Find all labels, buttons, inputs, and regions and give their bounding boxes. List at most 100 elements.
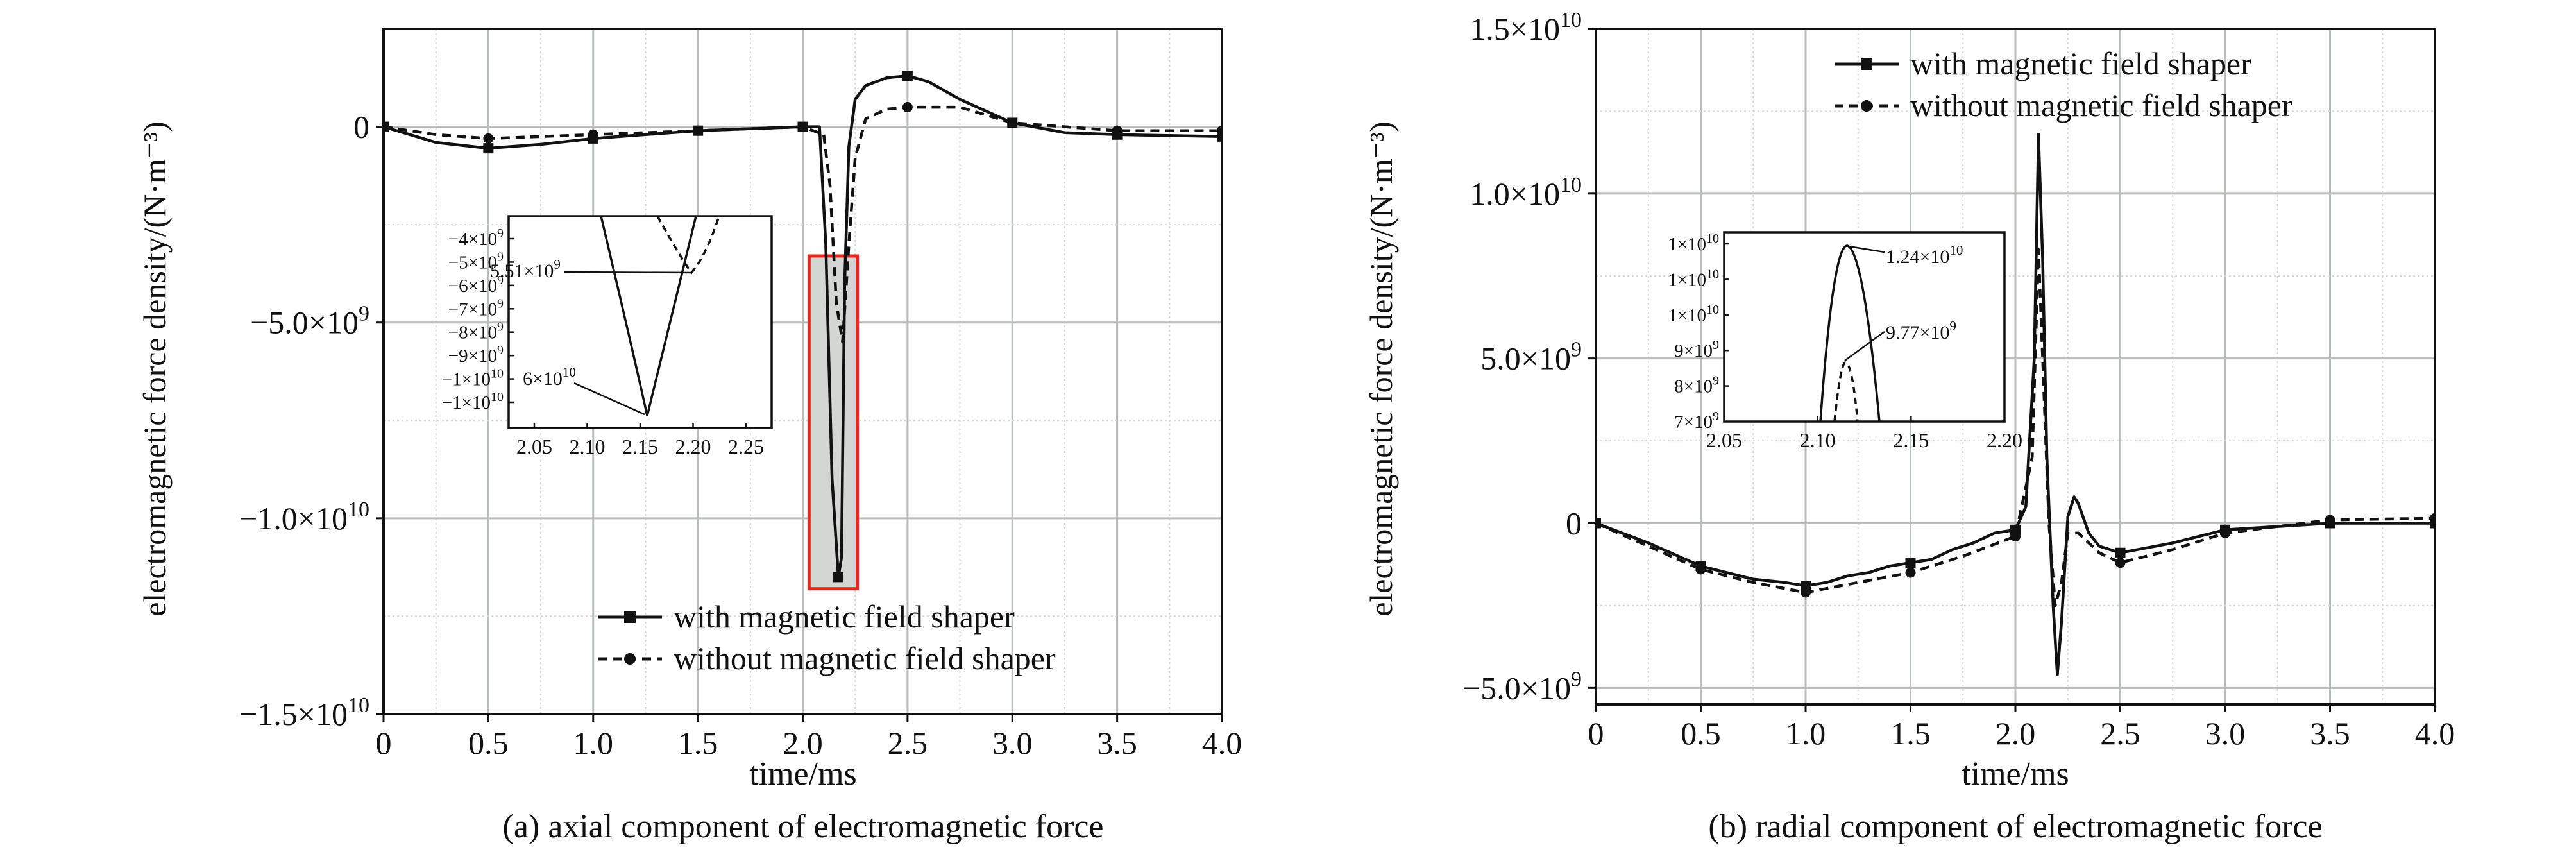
data-point-circle (588, 129, 598, 140)
x-tick-label: 3.0 (992, 725, 1033, 761)
data-point-circle (1112, 125, 1123, 136)
data-point-circle (2010, 531, 2021, 542)
inset-y-tick-label: 8×109 (1674, 374, 1719, 397)
legend-entry-with-shaper: with magnetic field shaper (598, 599, 1015, 635)
legend-entry-with-shaper: with magnetic field shaper (1835, 46, 2251, 81)
inset-y-tick-label: 9×109 (1674, 338, 1719, 361)
data-point-square (902, 71, 913, 81)
inset-y-tick-label: −7×109 (448, 296, 504, 320)
series-with-shaper-line (384, 74, 1222, 579)
y-tick-label: 1.5×1010 (1470, 8, 1582, 47)
data-point-circle (2220, 527, 2230, 538)
legend-entry-without-shaper: without magnetic field shaper (1835, 87, 2292, 123)
x-tick-label: 1.5 (678, 725, 718, 761)
svg-text:9.77×109: 9.77×109 (1886, 318, 1956, 343)
panel-b-ticks: 0 0.5 1.0 1.5 2.0 2.5 3.0 3.5 4.0 1.5×1010 1.0×101… (1462, 8, 2455, 751)
inset-y-tick-label: 1×1010 (1668, 267, 1719, 290)
series-with-shaper-line (1596, 133, 2435, 677)
inset-b-without-shaper-curve (1833, 361, 1859, 422)
inset-a-ticks: 2.05 2.10 2.15 2.20 2.25 −4×109−5×109−6×109−7… (442, 226, 764, 458)
inset-x-tick-label: 2.05 (516, 435, 552, 458)
x-tick-label: 1.0 (573, 725, 614, 761)
x-tick-label: 1.0 (1786, 715, 1826, 751)
legend-label: without magnetic field shaper (674, 640, 1056, 676)
x-tick-label: 0.5 (468, 725, 509, 761)
x-tick-label: 0 (1588, 715, 1604, 751)
y-tick-label: 1.0×1010 (1470, 173, 1582, 212)
data-point-circle (2115, 558, 2126, 568)
data-point-circle (483, 133, 494, 144)
inset-b-ticks: 2.05 2.10 2.15 2.20 1×1010 1×1010 1×1010 9×109 8… (1668, 232, 2022, 452)
inset-y-tick-label: −9×109 (448, 343, 504, 366)
inset-x-tick-label: 2.15 (1893, 429, 1929, 452)
panel-b: 0 0.5 1.0 1.5 2.0 2.5 3.0 3.5 4.0 1.5×1010 1.0×101… (1363, 8, 2455, 845)
panel-b-x-axis-label: time/ms (1962, 756, 2069, 792)
data-point-circle (902, 102, 913, 113)
inset-y-tick-label: −6×109 (448, 273, 504, 296)
data-point-square (2430, 518, 2435, 529)
inset-x-tick-label: 2.20 (1987, 429, 2022, 452)
svg-text:5.51×109: 5.51×109 (490, 257, 561, 282)
legend-label: with magnetic field shaper (1910, 46, 2251, 81)
panel-b-grid (1595, 28, 2436, 704)
inset-y-tick-label: −1×1010 (442, 367, 504, 390)
inset-a-with-shaper-curve (600, 216, 697, 416)
inset-y-tick-label: 7×109 (1674, 409, 1719, 432)
panel-a-highlight-box (807, 254, 859, 591)
x-tick-label: 2.0 (1996, 715, 2036, 751)
legend-entry-without-shaper: without magnetic field shaper (598, 640, 1056, 676)
x-tick-label: 2.5 (2100, 715, 2140, 751)
panel-a-caption: (a) axial component of electromagnetic f… (503, 808, 1104, 845)
data-point-square (483, 143, 494, 154)
y-tick-label: −1.5×1010 (239, 694, 369, 732)
panel-b-legend: with magnetic field shaper without magne… (1835, 46, 2292, 123)
legend-label: without magnetic field shaper (1910, 87, 2292, 123)
inset-b-annotation-2: 9.77×109 (1844, 318, 1956, 362)
inset-b-annotation-1: 1.24×1010 (1848, 243, 1963, 268)
panel-b-caption: (b) radial component of electromagnetic … (1708, 808, 2322, 845)
y-tick-label: 5.0×109 (1480, 338, 1582, 377)
data-point-circle (2325, 515, 2335, 525)
inset-b-with-shaper-curve (1819, 244, 1881, 422)
panel-a-y-axis-label: electromagnetic force density/(N·m⁻³) (137, 121, 173, 617)
inset-y-tick-label: −4×109 (448, 226, 504, 250)
data-point-square (2115, 547, 2126, 558)
x-tick-label: 2.0 (783, 725, 823, 761)
x-tick-label: 0.5 (1681, 715, 1721, 751)
y-tick-label: −5.0×109 (1462, 667, 1582, 706)
panel-a-legend: with magnetic field shaper without magne… (598, 599, 1056, 676)
panel-a-x-axis-label: time/ms (749, 756, 857, 792)
data-point-circle (1801, 587, 1811, 598)
x-tick-label: 4.0 (2415, 715, 2455, 751)
inset-y-tick-label: 1×1010 (1668, 303, 1719, 326)
data-point-circle (1905, 567, 1916, 578)
inset-x-tick-label: 2.15 (622, 435, 658, 458)
inset-x-tick-label: 2.10 (1800, 429, 1836, 452)
data-point-circle (1695, 564, 1706, 575)
svg-text:1.24×1010: 1.24×1010 (1886, 243, 1963, 268)
inset-x-tick-label: 2.20 (675, 435, 711, 458)
legend-label: with magnetic field shaper (674, 599, 1015, 635)
inset-y-tick-label: −8×109 (448, 320, 504, 343)
y-tick-label: −1.0×1010 (239, 498, 369, 536)
inset-x-tick-label: 2.05 (1706, 429, 1742, 452)
x-tick-label: 1.5 (1890, 715, 1931, 751)
x-tick-label: 2.5 (888, 725, 928, 761)
y-tick-label: −5.0×109 (250, 302, 369, 341)
panel-b-inset: 2.05 2.10 2.15 2.20 1×1010 1×1010 1×1010 9×109 8… (1668, 231, 2022, 452)
panel-a-series (384, 71, 1222, 583)
data-point-circle (797, 121, 808, 132)
data-point-square (1217, 131, 1222, 142)
data-point-square (833, 572, 844, 583)
x-tick-label: 3.5 (1097, 725, 1137, 761)
svg-text:6×1010: 6×1010 (523, 364, 576, 389)
inset-x-tick-label: 2.25 (728, 435, 764, 458)
x-tick-label: 3.5 (2310, 715, 2350, 751)
x-tick-label: 3.0 (2205, 715, 2246, 751)
inset-y-tick-label: −1×1010 (442, 390, 504, 413)
panel-a-ticks: 0 0.5 1.0 1.5 2.0 2.5 3.0 3.5 4.0 0 −5.0×109 −1.0×1… (239, 109, 1242, 761)
inset-a-annotation-1: 5.51×109 (490, 257, 692, 282)
inset-y-tick-label: −5×109 (448, 250, 504, 273)
